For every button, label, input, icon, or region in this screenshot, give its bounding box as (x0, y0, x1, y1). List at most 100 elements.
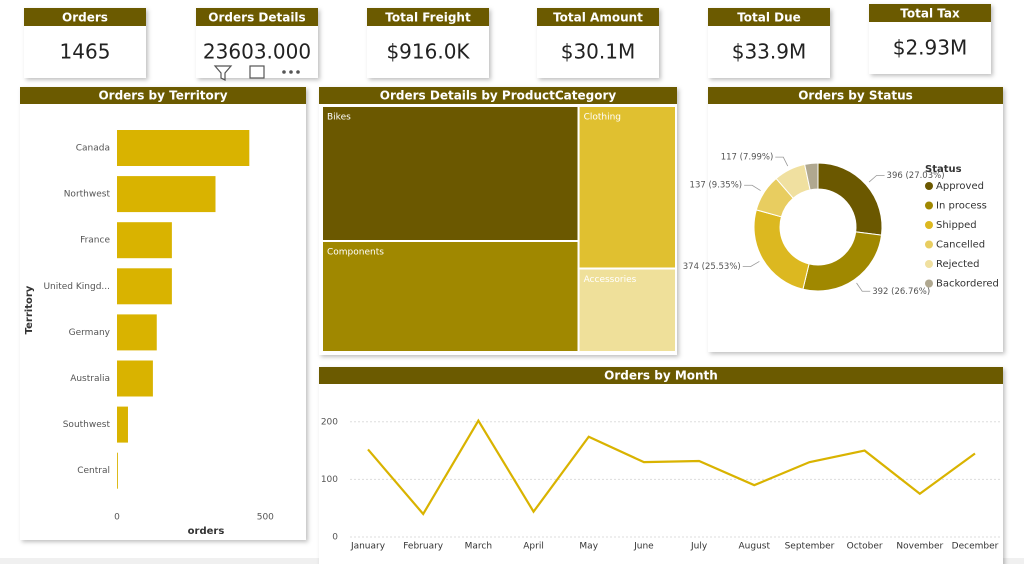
legend-label[interactable]: Shipped (936, 220, 977, 231)
legend-title: Status (925, 164, 962, 175)
leader-line (744, 184, 761, 191)
data-label: 374 (25.53%) (683, 262, 741, 272)
y-tick-label: Northwest (64, 190, 111, 200)
data-label: 137 (9.35%) (690, 181, 743, 191)
bar[interactable] (117, 176, 216, 213)
y-tick-label: United Kingd... (43, 282, 110, 292)
x-tick-label: 500 (257, 513, 274, 523)
data-label: 396 (27.03%) (887, 171, 945, 181)
treemap-tile[interactable] (577, 105, 677, 270)
tile-label: Accessories (584, 275, 637, 285)
treemap-tile[interactable] (321, 240, 580, 353)
legend-label[interactable]: In process (936, 201, 987, 212)
leader-line (775, 156, 789, 167)
legend-swatch (925, 221, 933, 229)
legend-swatch (925, 201, 933, 210)
kpi-value: $30.1M (561, 40, 636, 64)
donut-slice[interactable] (804, 162, 819, 191)
leader-line (868, 175, 885, 183)
treemap-tile[interactable] (577, 267, 677, 353)
panel-header (319, 367, 1003, 384)
x-tick-label: September (785, 542, 835, 552)
kpi-title: Orders (62, 11, 108, 25)
x-tick-label: March (465, 542, 492, 552)
kpi-header (708, 8, 830, 26)
bar[interactable] (117, 360, 153, 397)
panel-header (319, 87, 677, 104)
focus-icon[interactable] (249, 65, 265, 79)
panel-title: Orders Details by ProductCategory (380, 89, 617, 103)
leader-line (856, 282, 871, 292)
visual-header-icons (213, 65, 300, 81)
legend-swatch (925, 260, 933, 268)
x-tick-label: November (896, 542, 943, 552)
y-tick-label: 0 (332, 533, 338, 543)
y-tick-label: Southwest (63, 420, 111, 430)
panel-title: Orders by Month (604, 369, 718, 383)
kpi-value: $2.93M (893, 36, 968, 60)
kpi-header (24, 8, 146, 26)
kpi-title: Total Amount (553, 11, 643, 25)
data-label: 392 (26.76%) (872, 287, 930, 297)
panel[interactable] (319, 367, 1003, 564)
kpi-value: 23603.000 (203, 40, 311, 64)
y-axis-title: Territory (24, 285, 35, 334)
x-tick-label: July (690, 542, 708, 552)
x-tick-label: December (952, 542, 999, 552)
x-tick-label: June (633, 542, 654, 552)
legend-label[interactable]: Approved (936, 181, 984, 192)
bar[interactable] (117, 268, 172, 305)
legend-swatch (925, 279, 933, 288)
line[interactable] (367, 418, 976, 516)
panel-header (708, 87, 1003, 104)
kpi-title: Orders Details (208, 11, 305, 25)
treemap-tile[interactable] (321, 105, 580, 243)
y-tick-label: Central (77, 466, 110, 476)
y-tick-label: Australia (70, 374, 110, 384)
kpi-header (367, 8, 489, 26)
kpi-header (537, 8, 659, 26)
panel-header (20, 87, 306, 104)
x-tick-label: October (847, 542, 883, 552)
x-tick-label: 0 (114, 513, 120, 523)
more-icon[interactable] (282, 70, 286, 74)
kpi-header (869, 4, 991, 22)
x-tick-label: February (403, 542, 444, 552)
x-tick-label: April (523, 542, 544, 552)
data-label: 117 (7.99%) (721, 153, 774, 163)
kpi-header (196, 8, 318, 26)
y-tick-label: France (80, 236, 110, 246)
legend-swatch (925, 182, 933, 190)
more-icon (289, 70, 293, 74)
kpi-title: Total Tax (900, 7, 960, 21)
panel-title: Orders by Territory (98, 89, 227, 103)
leader-line (742, 261, 760, 267)
x-tick-label: May (579, 542, 598, 552)
bar[interactable] (117, 222, 172, 259)
tile-label: Bikes (327, 113, 351, 123)
legend-label[interactable]: Backordered (936, 279, 999, 290)
x-tick-label: January (350, 542, 386, 552)
y-tick-label: Germany (69, 328, 111, 338)
x-axis-title: orders (188, 526, 225, 537)
kpi-value: 1465 (60, 40, 111, 64)
bar[interactable] (117, 130, 250, 166)
filter-icon[interactable] (213, 65, 233, 81)
legend-swatch (925, 240, 933, 249)
kpi-value: $916.0K (386, 40, 470, 64)
more-icon (296, 70, 300, 74)
y-tick-label: 200 (321, 417, 338, 427)
kpi-value: $33.9M (732, 40, 807, 64)
legend-label[interactable]: Rejected (936, 259, 980, 270)
legend-label[interactable]: Cancelled (936, 240, 985, 251)
bar[interactable] (117, 314, 157, 351)
bar[interactable] (117, 452, 118, 489)
tile-label: Components (327, 248, 384, 258)
panel-title: Orders by Status (798, 89, 913, 103)
x-tick-label: August (739, 542, 771, 552)
y-tick-label: Canada (76, 144, 110, 154)
y-tick-label: 100 (321, 475, 338, 485)
bar[interactable] (117, 406, 128, 443)
tile-label: Clothing (584, 113, 621, 123)
